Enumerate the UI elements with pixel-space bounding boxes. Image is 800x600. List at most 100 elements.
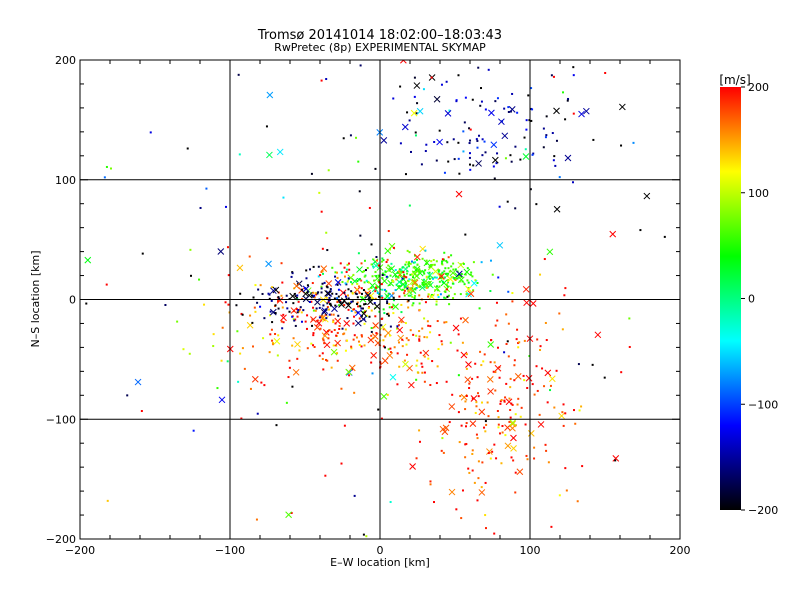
data-point-dot	[141, 252, 144, 255]
data-point-cross	[553, 205, 561, 213]
data-point-dot	[334, 275, 337, 278]
data-point-dot	[465, 353, 468, 356]
data-point-dot	[443, 276, 446, 279]
data-point-dot	[409, 273, 412, 276]
data-point-dot	[315, 293, 318, 296]
data-point-dot	[445, 321, 448, 324]
data-point-dot	[495, 301, 498, 304]
data-point-cross	[381, 357, 389, 365]
data-point-dot	[508, 397, 511, 400]
data-point-dot	[447, 278, 450, 281]
data-point-dot	[287, 376, 290, 379]
data-point-dot	[383, 312, 386, 315]
data-point-dot	[457, 374, 460, 377]
data-point-dot	[305, 327, 308, 330]
data-point-dot	[378, 310, 381, 313]
data-point-dot	[554, 164, 557, 167]
data-point-dot	[421, 327, 424, 330]
data-point-dot	[452, 262, 455, 265]
data-point-dot	[404, 173, 407, 176]
data-point-dot	[140, 410, 143, 413]
data-point-cross	[338, 301, 345, 308]
data-point-dot	[441, 343, 444, 346]
data-point-dot	[288, 366, 291, 369]
data-point-dot	[573, 409, 576, 412]
data-point-dot	[398, 268, 401, 271]
data-point-dot	[533, 457, 536, 460]
data-point-dot	[483, 353, 486, 356]
data-point-dot	[377, 280, 380, 283]
data-point-dot	[423, 286, 426, 289]
data-point-dot	[381, 257, 384, 260]
data-point-dot	[374, 297, 377, 300]
data-point-dot	[367, 297, 370, 300]
data-point-dot	[294, 295, 297, 298]
data-point-dot	[375, 259, 378, 262]
data-point-cross	[510, 434, 517, 442]
data-point-dot	[468, 163, 471, 166]
data-point-dot	[334, 271, 337, 274]
data-point-dot	[509, 386, 512, 389]
data-point-dot	[490, 339, 493, 342]
data-point-cross	[217, 248, 225, 255]
data-point-dot	[268, 297, 271, 300]
data-point-dot	[343, 275, 346, 278]
data-point-dot	[421, 257, 424, 260]
data-point-dot	[437, 347, 440, 350]
data-point-dot	[305, 269, 308, 272]
data-point-dot	[484, 430, 487, 433]
data-point-dot	[326, 249, 329, 252]
data-point-dot	[403, 289, 406, 292]
data-point-dot	[441, 258, 444, 261]
data-point-dot	[359, 305, 362, 308]
data-point-dot	[382, 345, 385, 348]
data-point-cross	[609, 230, 617, 238]
data-point-dot	[403, 273, 406, 276]
data-point-dot	[360, 292, 363, 295]
data-point-cross	[302, 285, 310, 293]
data-point-dot	[348, 268, 351, 271]
data-point-dot	[531, 153, 534, 156]
data-point-dot	[507, 355, 510, 358]
data-point-dot	[431, 263, 434, 266]
data-point-dot	[413, 95, 416, 98]
data-point-dot	[431, 277, 434, 280]
data-point-cross	[84, 256, 92, 264]
data-point-dot	[365, 279, 368, 282]
data-point-dot	[457, 141, 460, 144]
data-point-dot	[565, 489, 568, 492]
data-point-dot	[443, 251, 446, 254]
data-point-dot	[312, 332, 315, 335]
data-point-dot	[370, 263, 373, 266]
data-point-dot	[261, 292, 264, 295]
data-point-dot	[319, 274, 322, 277]
data-point-dot	[349, 134, 352, 137]
data-point-dot	[387, 312, 390, 315]
data-point-dot	[458, 274, 461, 277]
colorbar: [m/s] 200 100 0 −100 −200	[719, 73, 778, 517]
data-point-dot	[545, 115, 548, 118]
data-point-dot	[516, 328, 519, 331]
data-point-dot	[326, 359, 329, 362]
y-tick-label: −100	[46, 413, 76, 426]
data-point-dot	[357, 340, 360, 343]
data-point-dot	[423, 380, 426, 383]
data-point-dot	[411, 304, 414, 307]
data-point-dot	[471, 275, 474, 278]
data-point-cross	[402, 265, 409, 273]
data-point-cross	[409, 463, 416, 470]
data-point-dot	[514, 413, 517, 416]
y-axis-ticks: −200 −100 0 100 200	[46, 54, 680, 546]
data-point-dot	[103, 176, 106, 179]
data-point-dot	[344, 328, 347, 331]
data-point-dot	[356, 280, 359, 283]
data-point-dot	[452, 297, 455, 300]
data-point-dot	[342, 137, 345, 140]
data-point-dot	[405, 282, 408, 285]
data-point-cross	[413, 82, 421, 89]
data-point-dot	[400, 303, 403, 306]
data-point-dot	[614, 459, 617, 462]
data-point-dot	[302, 309, 305, 312]
data-point-dot	[396, 383, 399, 386]
data-point-dot	[330, 304, 333, 307]
